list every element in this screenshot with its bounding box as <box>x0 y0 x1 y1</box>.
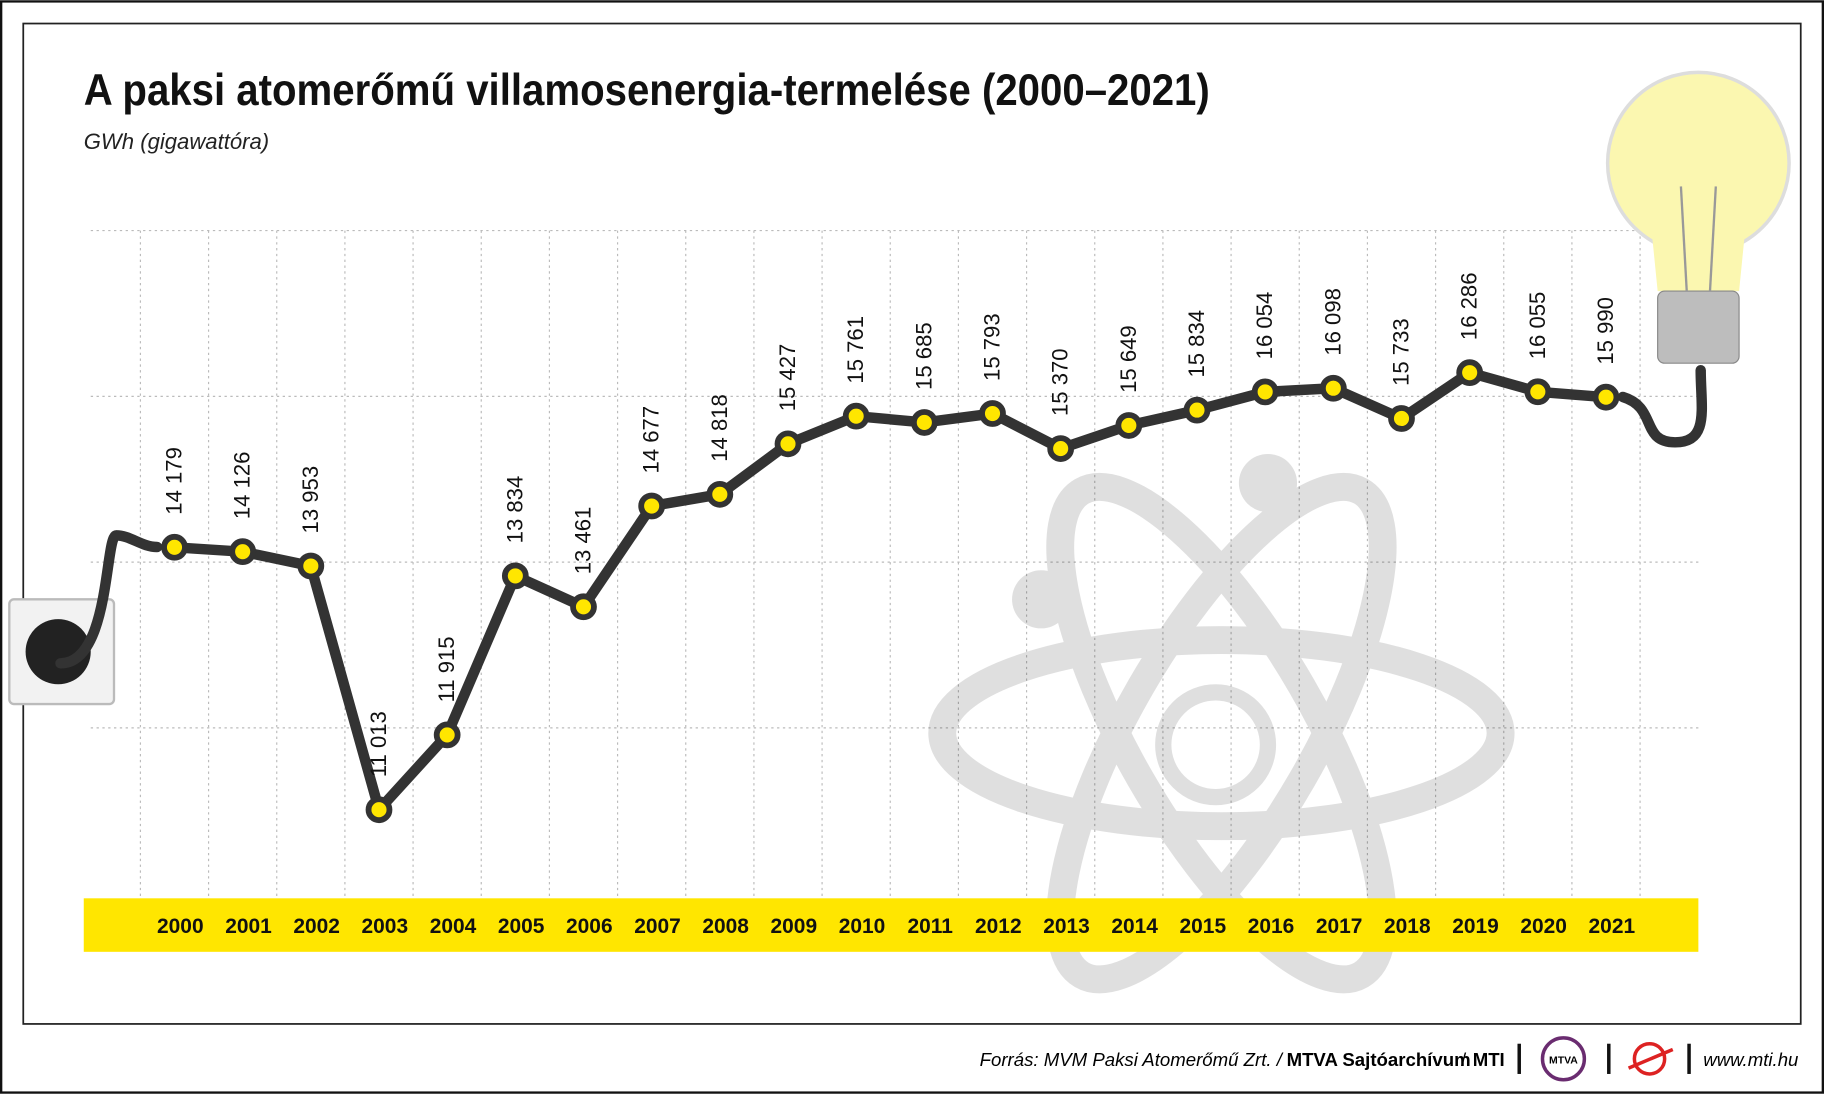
chart-subtitle: GWh (gigawattóra) <box>84 129 269 154</box>
value-label: 15 427 <box>775 344 800 412</box>
plot: 14 179 2000 14 126 2001 13 953 2002 11 013 2003… <box>157 273 1635 939</box>
x-tick-label: 2021 <box>1589 915 1636 938</box>
x-tick-label: 2016 <box>1248 915 1295 938</box>
value-label: 11 013 <box>366 711 391 777</box>
socket <box>8 598 116 706</box>
line <box>174 367 1607 815</box>
value-label: 11 915 <box>434 636 459 702</box>
value-label: 14 677 <box>639 406 664 474</box>
point <box>910 409 938 436</box>
point <box>229 538 257 566</box>
value-label: 15 370 <box>1048 348 1073 416</box>
footer-source: Forrás: MVM Paksi Atomerőmű Zrt. / <box>980 1049 1284 1070</box>
point <box>161 533 188 561</box>
point <box>1115 412 1143 439</box>
point <box>501 562 529 590</box>
x-tick-label: 2004 <box>430 915 477 938</box>
point <box>1251 378 1279 406</box>
footer-archive: MTVA Sajtóarchívum <box>1287 1049 1471 1070</box>
value-label: 16 286 <box>1457 273 1482 341</box>
x-tick-label: 2011 <box>907 915 953 938</box>
point <box>706 480 734 508</box>
footer: Forrás: MVM Paksi Atomerőmű Zrt. / MTVA … <box>980 1036 1798 1082</box>
bulb <box>1605 70 1791 364</box>
x-tick-label: 2001 <box>225 915 272 938</box>
value-label: 16 055 <box>1525 292 1550 360</box>
x-tick-label: 2008 <box>702 915 749 938</box>
point <box>570 593 597 621</box>
point <box>1388 405 1415 432</box>
x-tick-label: 2007 <box>634 915 681 938</box>
value-label: 13 461 <box>570 507 595 575</box>
point <box>365 796 393 824</box>
x-tick-label: 2005 <box>498 915 545 938</box>
footer-agency: MTI <box>1473 1049 1505 1070</box>
value-label: 15 834 <box>1184 310 1209 378</box>
value-label: 14 818 <box>707 394 732 462</box>
point <box>1524 378 1552 406</box>
value-label: 15 733 <box>1388 318 1413 386</box>
value-label: 15 685 <box>911 322 936 390</box>
value-label: 13 953 <box>298 466 323 534</box>
x-tick-label: 2019 <box>1452 915 1499 938</box>
x-tick-label: 2018 <box>1384 915 1431 938</box>
x-tick-label: 2003 <box>362 915 409 938</box>
value-label: 15 761 <box>843 316 868 384</box>
value-label: 14 126 <box>230 452 255 520</box>
x-tick-label: 2000 <box>157 915 204 938</box>
point <box>774 430 802 458</box>
point <box>1319 374 1347 402</box>
x-tick-label: 2020 <box>1520 915 1567 938</box>
x-tick-label: 2009 <box>771 915 818 938</box>
x-tick-label: 2014 <box>1111 915 1158 938</box>
x-tick-label: 2017 <box>1316 915 1363 938</box>
atom-watermark <box>928 453 1515 994</box>
point <box>1183 396 1211 424</box>
point <box>433 721 461 749</box>
point <box>1047 435 1075 462</box>
value-label: 16 098 <box>1320 288 1345 356</box>
point <box>297 552 325 580</box>
panel <box>22 22 1802 1025</box>
footer-url: www.mti.hu <box>1703 1049 1798 1070</box>
chart-title: A paksi atomerőmű villamosenergia-termel… <box>84 66 1210 115</box>
cable-right <box>1617 364 1708 448</box>
point <box>979 400 1006 427</box>
year-band <box>83 898 1699 952</box>
value-label: 13 834 <box>502 476 527 544</box>
point <box>638 492 666 520</box>
x-tick-label: 2013 <box>1043 915 1090 938</box>
footer-logo: MTVA <box>1549 1055 1578 1066</box>
value-label: 16 054 <box>1252 292 1277 360</box>
value-label: 15 649 <box>1116 325 1141 393</box>
x-tick-label: 2002 <box>293 915 340 938</box>
point <box>1592 383 1620 411</box>
x-tick-label: 2015 <box>1180 915 1227 938</box>
cable-left <box>55 530 163 669</box>
x-tick-label: 2010 <box>839 915 886 938</box>
value-label: 14 179 <box>161 447 186 515</box>
value-label: 15 793 <box>979 313 1004 381</box>
x-tick-label: 2012 <box>975 915 1022 938</box>
x-tick-label: 2006 <box>566 915 613 938</box>
point <box>1456 359 1484 387</box>
point <box>842 402 870 430</box>
footer-separator: / <box>1461 1049 1467 1070</box>
value-label: 15 990 <box>1593 297 1618 365</box>
